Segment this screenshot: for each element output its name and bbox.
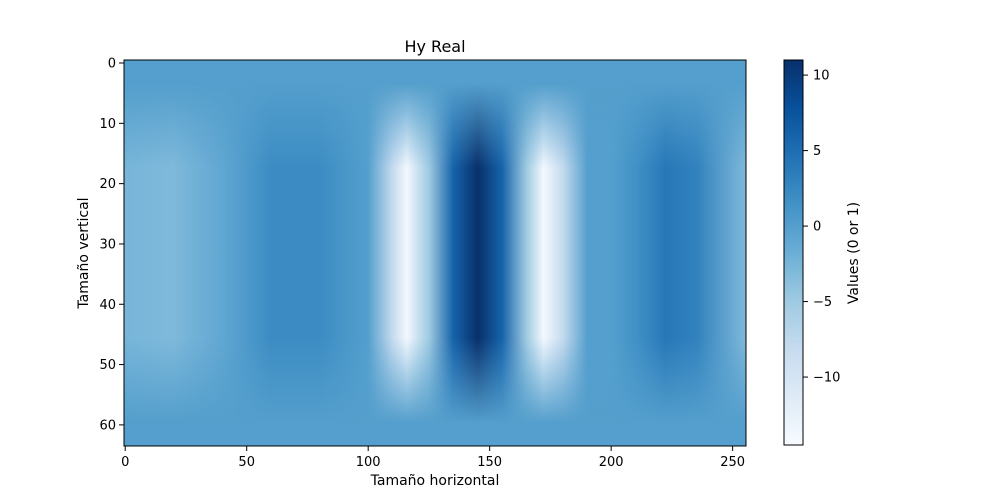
- colorbar-tick-label: 5: [813, 144, 821, 159]
- colorbar-tick-label: 0: [813, 220, 821, 235]
- x-tick-label: 100: [356, 455, 381, 470]
- chart-title: Hy Real: [404, 37, 465, 56]
- colorbar-tick-label: 10: [813, 69, 830, 84]
- y-tick-label: 20: [99, 177, 116, 192]
- x-tick-label: 50: [238, 455, 255, 470]
- x-axis-label: Tamaño horizontal: [370, 473, 500, 489]
- y-tick-label: 60: [99, 418, 116, 433]
- y-tick-label: 50: [99, 358, 116, 373]
- x-tick-label: 0: [121, 455, 129, 470]
- y-tick-label: 40: [99, 298, 116, 313]
- y-axis-label: Tamaño vertical: [76, 197, 92, 309]
- y-tick-label: 0: [108, 57, 116, 72]
- colorbar: [783, 59, 804, 446]
- x-tick-label: 150: [477, 455, 502, 470]
- heatmap-plot-area: [124, 60, 746, 446]
- x-tick-label: 250: [720, 455, 745, 470]
- colorbar-tick-label: −10: [813, 371, 840, 386]
- plot-frame: [123, 59, 747, 447]
- y-tick-label: 10: [99, 117, 116, 132]
- y-axis-ticks: 0 10 20 30 40 50 60: [99, 57, 124, 433]
- colorbar-ticks: −10 −5 0 5 10: [803, 69, 840, 386]
- x-axis-ticks: 0 50 100 150 200 250: [121, 446, 745, 470]
- heatmap-field: [124, 60, 746, 446]
- x-tick-label: 200: [599, 455, 624, 470]
- colorbar-label: Values (0 or 1): [846, 202, 862, 304]
- colorbar-tick-label: −5: [813, 295, 832, 310]
- y-tick-label: 30: [99, 237, 116, 252]
